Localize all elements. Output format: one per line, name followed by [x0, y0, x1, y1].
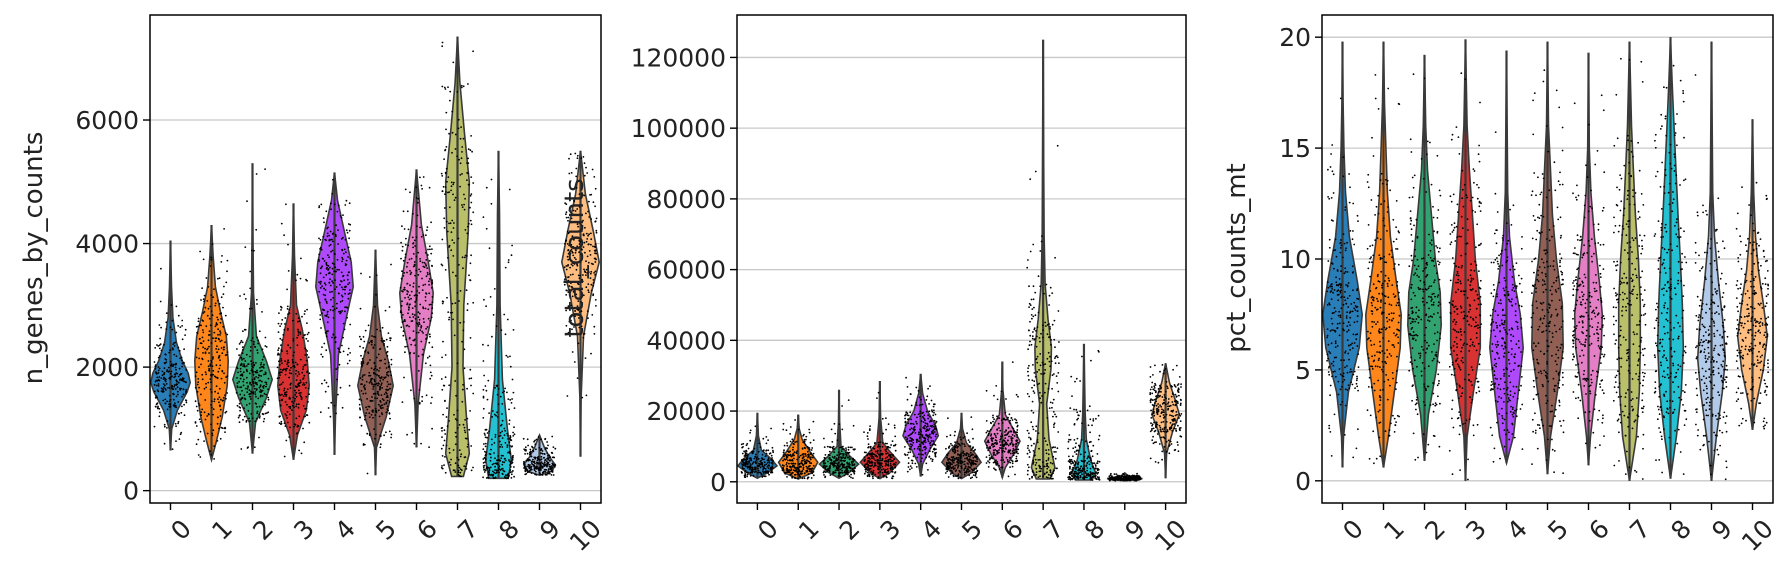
y-tick-label: 0	[123, 477, 139, 506]
panel-total-counts: total_counts 0 20000 40000 60000 80000 100000…	[560, 14, 1192, 557]
y-tick-label: 10	[1279, 245, 1311, 274]
x-tick-label: 5	[370, 514, 402, 546]
x-tick-label: 7	[452, 514, 484, 546]
x-tick-label: 2	[1419, 514, 1451, 546]
x-tick-label: 2	[247, 514, 279, 546]
y-tick-label: 5	[1295, 356, 1311, 385]
y-tick-label: 0	[1295, 467, 1311, 496]
x-tick-label: 6	[411, 514, 443, 546]
y-tick-label: 20000	[646, 397, 726, 426]
x-tick-label: 9	[534, 514, 566, 546]
y-tick-label: 40000	[646, 326, 726, 355]
y-tick-label: 15	[1279, 134, 1311, 163]
x-tick-label: 7	[1624, 514, 1656, 546]
y-tick-label: 120000	[631, 43, 726, 72]
x-tick-label: 10	[1736, 514, 1779, 557]
x-tick-label: 8	[493, 514, 525, 546]
x-tick-label: 0	[1337, 514, 1369, 546]
x-tick-label: 2	[834, 514, 866, 546]
x-tick-label: 9	[1120, 514, 1152, 546]
y-tick-label: 4000	[75, 230, 139, 259]
x-tick-label: 3	[875, 514, 907, 546]
x-tick-label: 8	[1079, 514, 1111, 546]
y-tick-label: 80000	[646, 185, 726, 214]
x-tick-label: 5	[1542, 514, 1574, 546]
x-tick-label: 1	[793, 514, 825, 546]
y-axis-title: total_counts	[560, 178, 590, 337]
plot-area	[150, 36, 601, 480]
x-tick-label: 5	[956, 514, 988, 546]
x-tick-label: 10	[1149, 514, 1192, 557]
y-axis-title: n_genes_by_counts	[19, 132, 49, 385]
y-tick-label: 20	[1279, 23, 1311, 52]
x-tick-label: 3	[288, 514, 320, 546]
y-tick-label: 60000	[646, 256, 726, 285]
y-tick-label: 0	[710, 468, 726, 497]
x-tick-label: 10	[564, 514, 607, 557]
y-tick-label: 2000	[75, 353, 139, 382]
x-tick-label: 4	[1501, 514, 1533, 546]
plot-area	[1322, 37, 1770, 481]
x-tick-label: 7	[1038, 514, 1070, 546]
x-tick-label: 1	[206, 514, 238, 546]
x-tick-label: 9	[1706, 514, 1738, 546]
y-tick-label: 6000	[75, 106, 139, 135]
x-tick-label: 6	[997, 514, 1029, 546]
x-tick-label: 1	[1378, 514, 1410, 546]
x-tick-label: 0	[165, 514, 197, 546]
x-tick-label: 4	[329, 514, 361, 546]
x-tick-label: 8	[1665, 514, 1697, 546]
x-tick-label: 4	[915, 514, 947, 546]
y-tick-label: 100000	[631, 114, 726, 143]
y-axis-title: pct_counts_mt	[1222, 163, 1252, 352]
x-tick-label: 3	[1460, 514, 1492, 546]
x-tick-label: 6	[1583, 514, 1615, 546]
plot-area	[737, 39, 1183, 482]
x-tick-label: 0	[752, 514, 784, 546]
